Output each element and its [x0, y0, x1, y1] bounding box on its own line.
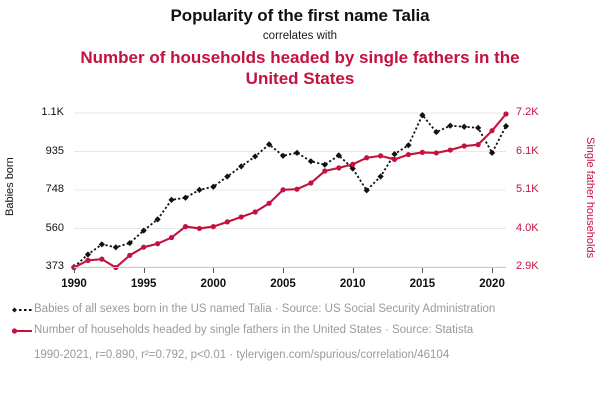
- left-tick-label: 748: [45, 183, 64, 195]
- legend-label-babies: Babies of all sexes born in the US named…: [34, 303, 496, 315]
- chart-header: Popularity of the first name Talia corre…: [0, 0, 600, 89]
- x-tick-label: 2015: [409, 278, 436, 290]
- chart-footer: Babies of all sexes born in the US named…: [0, 300, 600, 363]
- plot-region: [70, 111, 510, 271]
- legend-label-households: Number of households headed by single fa…: [34, 324, 474, 336]
- x-tick-mark: [352, 267, 354, 273]
- left-tick-label: 373: [45, 260, 64, 272]
- left-tick-label: 935: [45, 144, 64, 157]
- right-tick-label: 4.0K: [516, 221, 539, 234]
- x-tick-label: 1995: [130, 278, 157, 290]
- chart-area: 1.1K 935 748 560 373 7.2K 6.1K 5.1K 4.0K 2.9K: [0, 100, 600, 300]
- legend-item-households: Number of households headed by single fa…: [0, 321, 600, 342]
- source-citation: 1990-2021, r=0.890, r²=0.792, p<0.01 · t…: [34, 349, 450, 361]
- correlation-connector: correlates with: [262, 30, 338, 42]
- x-tick-mark: [213, 267, 215, 273]
- right-tick-label: 2.9K: [516, 260, 539, 272]
- right-tick-label: 5.1K: [516, 183, 539, 195]
- chart-subtitle: Number of households headed by single fa…: [80, 48, 520, 88]
- x-tick-mark: [422, 267, 424, 273]
- right-axis-label: Single father households: [584, 137, 596, 259]
- page-title: Popularity of the first name Talia: [170, 6, 430, 25]
- x-tick-mark: [492, 267, 494, 273]
- x-tick-label: 1990: [61, 278, 87, 290]
- solid-circle-marker-icon: [8, 326, 34, 340]
- left-tick-label: 1.1K: [41, 106, 64, 118]
- left-tick-label: 560: [45, 221, 64, 234]
- legend-item-babies: Babies of all sexes born in the US named…: [0, 300, 600, 321]
- x-axis-line: [74, 267, 506, 268]
- x-tick-mark: [143, 267, 145, 273]
- x-tick-mark: [283, 267, 285, 273]
- x-tick-label: 2020: [479, 278, 505, 290]
- right-tick-label: 6.1K: [516, 144, 539, 157]
- dotted-diamond-marker-icon: [8, 305, 34, 319]
- x-tick-label: 2005: [270, 278, 296, 290]
- series-plot: [70, 111, 510, 271]
- right-tick-label: 7.2K: [516, 106, 539, 118]
- x-tick-mark: [74, 267, 75, 273]
- x-tick-label: 2010: [339, 278, 366, 290]
- x-tick-label: 2000: [200, 278, 227, 290]
